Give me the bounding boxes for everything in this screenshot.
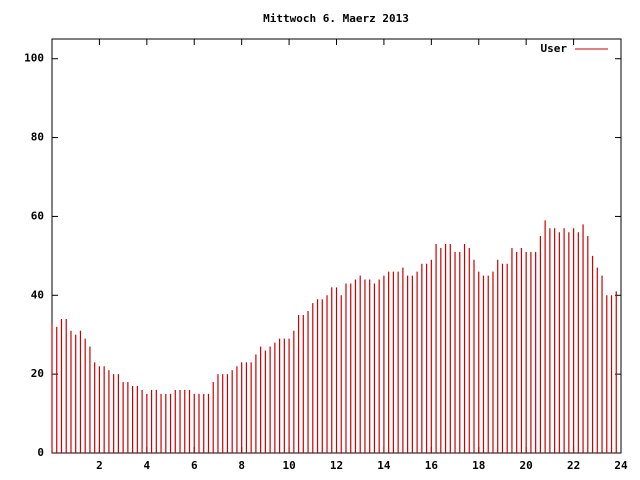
y-tick-label: 20 [31, 367, 44, 380]
x-tick-label: 4 [144, 459, 151, 472]
x-tick-label: 2 [96, 459, 103, 472]
y-tick-label: 0 [37, 446, 44, 459]
legend-label: User [541, 42, 568, 55]
chart-title: Mittwoch 6. Maerz 2013 [263, 12, 409, 25]
y-tick-label: 40 [31, 288, 44, 301]
x-tick-label: 16 [425, 459, 439, 472]
x-tick-label: 8 [238, 459, 245, 472]
x-tick-label: 18 [472, 459, 485, 472]
x-tick-label: 10 [282, 459, 295, 472]
x-tick-label: 22 [567, 459, 580, 472]
x-tick-label: 20 [520, 459, 533, 472]
x-tick-label: 14 [377, 459, 391, 472]
x-tick-label: 12 [330, 459, 343, 472]
x-tick-label: 24 [614, 459, 628, 472]
y-tick-label: 100 [24, 52, 44, 65]
y-tick-label: 60 [31, 209, 44, 222]
x-tick-label: 6 [191, 459, 198, 472]
y-tick-label: 80 [31, 131, 44, 144]
